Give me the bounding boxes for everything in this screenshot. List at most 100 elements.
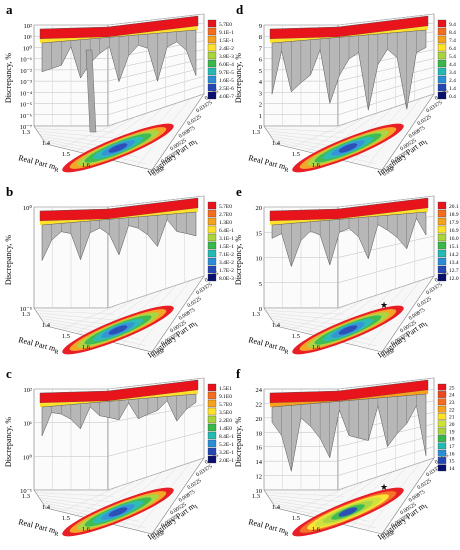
wall-gridline	[34, 58, 205, 82]
legend-swatch	[207, 75, 217, 84]
legend-label: 14.2	[449, 252, 459, 258]
surface-mid-band	[270, 208, 428, 225]
x-axis-label: Real Part mR	[17, 517, 60, 538]
floor-contour: ★	[292, 300, 404, 355]
floor-gridline	[35, 310, 115, 315]
floor-gridline	[76, 480, 136, 516]
legend-label: 21	[449, 415, 455, 421]
surface	[269, 15, 429, 111]
contour-band	[338, 325, 358, 335]
legend-label: 2.7E0	[219, 212, 232, 218]
y-axis-label-sub: I	[424, 322, 429, 328]
surface	[269, 379, 429, 472]
x-tick-label: 1.6	[82, 162, 91, 169]
legend-swatch	[437, 83, 447, 92]
legend-swatch	[437, 265, 447, 274]
y-tick-label: 0.002	[152, 348, 166, 360]
x-axis-label-sub: R	[54, 531, 59, 538]
z-tick-label: 10	[256, 488, 263, 495]
floor-gridline	[37, 494, 121, 503]
floor-gridline	[291, 121, 352, 148]
z-tick-label: 0	[259, 306, 262, 313]
legend-label: 2.5E-6	[219, 86, 234, 92]
x-axis-label-sub: R	[284, 531, 289, 538]
legend-swatch	[207, 415, 217, 424]
legend-swatch	[437, 27, 447, 36]
z-axis-label: Discrepancy, %	[234, 235, 243, 285]
y-axis-label-sub: I	[424, 504, 429, 510]
wall-gridline	[264, 195, 435, 208]
legend-label: 8.4	[449, 30, 456, 36]
surface	[39, 15, 199, 133]
legend-label: 18	[449, 437, 455, 443]
legend-label: 19	[449, 429, 455, 435]
legend-swatch	[437, 59, 447, 68]
panel-letter: a	[6, 2, 13, 17]
wall-gridline	[264, 75, 435, 104]
legend-swatch	[207, 399, 217, 408]
legend: 5.7E0 9.1E-1 1.5E-1 2.4E-2 3.8E-3 6.0E-4 9.7E-…	[207, 19, 234, 100]
contour-band	[108, 143, 128, 153]
y-tick-label: 0.002	[152, 530, 166, 542]
legend: 5.7E0 2.7E0 1.3E0 6.4E-1 3.1E-1 1.5E-1 7.1E-2 3…	[207, 201, 234, 282]
x-axis-label: Real Part mR	[17, 153, 60, 174]
legend-swatch	[207, 423, 217, 432]
legend-swatch	[207, 217, 217, 226]
legend-swatch	[207, 209, 217, 218]
legend-swatch	[207, 257, 217, 266]
x-tick-label: 1.3	[22, 311, 30, 318]
panel-letter: d	[236, 2, 244, 17]
legend-label: 17.9	[449, 220, 459, 226]
panel-letter: b	[6, 184, 13, 199]
legend-swatch	[437, 391, 447, 398]
legend-swatch	[437, 225, 447, 234]
surface-mid-band	[40, 26, 198, 43]
x-tick-label: 1.4	[272, 140, 281, 147]
wall-gridline	[34, 67, 205, 93]
wall-gridline	[264, 377, 435, 390]
contour-band	[108, 507, 128, 517]
z-tick-label: 22	[256, 401, 263, 408]
z-tick-label: 10⁻⁷	[20, 124, 32, 131]
wall-gridline	[264, 446, 435, 476]
x-axis-label-sub: R	[54, 349, 59, 356]
wall-gridline	[34, 275, 205, 309]
legend-label: 7.4	[449, 38, 456, 44]
legend-swatch	[437, 217, 447, 226]
z-tick-label: 10⁻³	[20, 79, 32, 86]
z-axis-label: Discrepancy, %	[4, 53, 13, 103]
legend-swatch	[437, 457, 447, 464]
z-axis-label: Discrepancy, %	[4, 235, 13, 285]
legend-swatch	[437, 51, 447, 60]
legend-swatch	[437, 413, 447, 420]
legend-swatch	[207, 431, 217, 440]
x-tick-label: 1.5	[292, 151, 300, 158]
wall-gridline	[264, 275, 435, 309]
legend-swatch	[207, 407, 217, 416]
x-tick-label: 1.5	[292, 515, 300, 522]
wall-gridline	[34, 195, 205, 208]
wall-gridline	[264, 84, 435, 116]
z-tick-label: 10	[256, 256, 263, 263]
legend-label: 9.7E-5	[219, 70, 234, 76]
legend-swatch	[437, 209, 447, 218]
floor-gridline	[265, 128, 345, 133]
wall-gridline	[264, 457, 435, 491]
legend-swatch	[207, 249, 217, 258]
legend-swatch	[437, 442, 447, 450]
z-tick-label: 10¹	[24, 421, 33, 428]
z-tick-label: 10⁰	[23, 44, 33, 52]
floor-gridline	[267, 494, 351, 503]
legend-swatch	[207, 27, 217, 36]
legend-swatch	[207, 455, 217, 464]
legend-label: 22	[449, 407, 455, 413]
legend-label: 9.1E-1	[219, 30, 234, 36]
contour-band	[338, 143, 358, 153]
legend-label: 1.5E-1	[219, 38, 234, 44]
legend-label: 20	[449, 422, 455, 428]
legend-swatch	[437, 257, 447, 266]
floor-gridline	[265, 310, 345, 315]
wall-gridline	[34, 457, 205, 491]
y-axis-label-sub: I	[194, 322, 199, 328]
floor-gridline	[61, 485, 122, 512]
